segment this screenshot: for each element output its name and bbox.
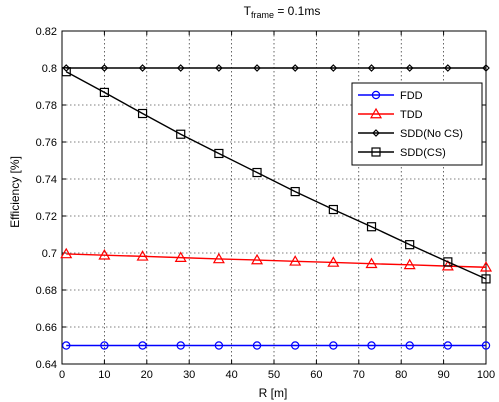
- legend-item-sdd-no-cs: SDD(No CS): [358, 128, 463, 140]
- data-point-fdd: [62, 341, 71, 350]
- series: [60, 64, 493, 350]
- chart-title-suffix: = 0.1ms: [274, 4, 320, 18]
- y-tick-label: 0.74: [36, 174, 57, 186]
- legend-item-tdd: TDD: [358, 107, 423, 121]
- data-point-fdd: [138, 341, 147, 350]
- x-tick-label: 20: [141, 369, 153, 381]
- y-tick-label: 0.68: [36, 285, 57, 297]
- legend-marker: [369, 107, 383, 119]
- x-tick-label: 30: [183, 369, 195, 381]
- series-line-tdd: [66, 253, 487, 268]
- series-sdd-cs: [61, 67, 491, 284]
- data-point-sdd-cs: [366, 222, 377, 232]
- data-point-tdd: [403, 258, 416, 270]
- data-point-sdd-no-cs: [62, 64, 71, 72]
- x-tick-label: 60: [310, 369, 322, 381]
- data-point-tdd: [479, 261, 493, 272]
- data-point-fdd: [329, 341, 338, 350]
- data-point-sdd-no-cs: [291, 64, 300, 72]
- data-point-sdd-no-cs: [405, 64, 414, 72]
- legend-label: SDD(CS): [400, 147, 446, 159]
- legend-marker: [371, 90, 381, 100]
- x-tick-label: 100: [477, 369, 495, 381]
- series-fdd: [62, 341, 491, 350]
- series-tdd: [60, 247, 493, 272]
- data-point-tdd: [289, 255, 302, 266]
- data-point-sdd-cs: [61, 67, 71, 77]
- data-point-fdd: [367, 341, 376, 350]
- legend: FDD TDD SDD(No CS) SDD(CS): [351, 82, 483, 166]
- data-point-fdd: [481, 341, 491, 350]
- y-tick-label: 0.64: [36, 359, 57, 371]
- data-point-tdd: [365, 257, 378, 269]
- data-point-sdd-cs: [290, 186, 300, 197]
- data-point-sdd-cs: [443, 257, 453, 267]
- x-tick-label: 80: [395, 369, 407, 381]
- data-point-sdd-no-cs: [253, 64, 261, 72]
- data-point-sdd-no-cs: [176, 64, 185, 72]
- x-tick-label: 70: [353, 369, 365, 381]
- data-point-tdd: [327, 256, 340, 267]
- legend-item-sdd-cs: SDD(CS): [358, 147, 446, 159]
- y-tick-label: 0.7: [42, 248, 57, 260]
- x-tick-label: 0: [59, 369, 65, 381]
- data-point-sdd-cs: [137, 108, 148, 119]
- data-point-fdd: [252, 341, 262, 350]
- data-point-fdd: [405, 341, 414, 350]
- y-tick-label: 0.8: [42, 63, 57, 75]
- data-point-fdd: [443, 341, 453, 350]
- y-tick-label: 0.82: [36, 26, 57, 38]
- data-point-sdd-cs: [252, 167, 262, 178]
- chart-title-subscript: frame: [251, 10, 274, 20]
- data-point-sdd-cs: [481, 274, 491, 284]
- x-tick-label: 10: [98, 369, 110, 381]
- y-tick-label: 0.66: [36, 322, 57, 334]
- data-point-sdd-no-cs: [100, 64, 109, 72]
- data-point-fdd: [176, 341, 185, 350]
- data-point-tdd: [98, 249, 111, 260]
- data-point-tdd: [212, 252, 225, 264]
- legend-marker: [371, 147, 381, 157]
- data-point-sdd-no-cs: [215, 64, 223, 72]
- data-point-sdd-no-cs: [138, 64, 147, 72]
- y-tick-label: 0.78: [36, 100, 57, 112]
- data-point-fdd: [214, 341, 224, 350]
- data-point-sdd-no-cs: [329, 64, 338, 72]
- x-axis-label: R [m]: [259, 386, 288, 400]
- series-line-sdd-cs: [65, 71, 487, 280]
- grid: [62, 31, 486, 364]
- x-tick-label: 90: [437, 369, 449, 381]
- axis-ticks: 0 10 20 30 40 50 60 70 80 90 100 0.64 0.66 0.68 0.7 0.7…: [36, 26, 496, 381]
- legend-label: FDD: [400, 90, 423, 102]
- data-point-sdd-cs: [405, 240, 415, 250]
- data-point-tdd: [60, 247, 73, 259]
- data-point-fdd: [100, 341, 109, 350]
- chart-title-prefix: T: [244, 4, 252, 18]
- series-sdd-no-cs: [62, 64, 490, 72]
- data-point-sdd-cs: [176, 129, 186, 139]
- x-tick-label: 40: [225, 369, 237, 381]
- legend-label: SDD(No CS): [400, 128, 463, 140]
- data-point-tdd: [174, 251, 187, 262]
- y-tick-label: 0.72: [36, 211, 57, 223]
- chart-title: Tframe = 0.1ms: [244, 4, 321, 20]
- data-point-tdd: [136, 250, 149, 261]
- data-point-sdd-cs: [328, 204, 338, 215]
- data-point-sdd-no-cs: [482, 64, 490, 72]
- data-point-sdd-cs: [99, 87, 110, 98]
- x-tick-label: 50: [268, 369, 280, 381]
- y-axis-label: Efficiency [%]: [8, 156, 22, 228]
- y-tick-label: 0.76: [36, 137, 57, 149]
- data-point-tdd: [251, 253, 264, 265]
- data-point-sdd-no-cs: [443, 64, 452, 72]
- data-point-fdd: [291, 341, 300, 350]
- legend-label: TDD: [400, 109, 423, 121]
- data-point-sdd-cs: [214, 148, 224, 159]
- legend-item-fdd: FDD: [358, 90, 423, 102]
- data-point-sdd-no-cs: [367, 64, 376, 72]
- legend-marker: [372, 129, 380, 137]
